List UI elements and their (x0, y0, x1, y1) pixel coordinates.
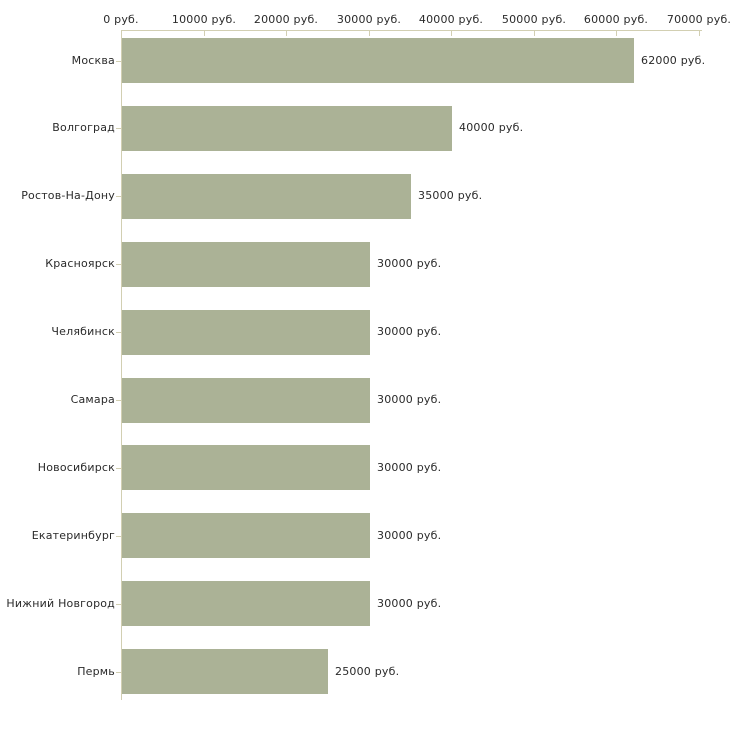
category-label: Нижний Новгород (6, 597, 115, 610)
y-axis-line (121, 30, 122, 700)
x-axis-tick (699, 31, 700, 36)
x-axis-tick-label: 0 руб. (103, 13, 139, 26)
y-axis-tick (116, 536, 121, 537)
x-axis-tick (286, 31, 287, 36)
bar (122, 445, 370, 490)
category-label: Челябинск (51, 325, 115, 338)
value-label: 30000 руб. (377, 529, 442, 542)
x-axis-tick (121, 31, 122, 36)
x-axis-tick-label: 30000 руб. (336, 13, 402, 26)
x-axis-tick (204, 31, 205, 36)
x-axis-tick (451, 31, 452, 36)
y-axis-tick (116, 61, 121, 62)
category-label: Красноярск (45, 257, 115, 270)
value-label: 62000 руб. (641, 54, 706, 67)
x-axis-line (121, 30, 702, 31)
category-label: Волгоград (52, 121, 115, 134)
bar (122, 38, 634, 83)
x-axis-tick-label: 20000 руб. (253, 13, 319, 26)
y-axis-tick (116, 128, 121, 129)
category-label: Екатеринбург (31, 529, 115, 542)
y-axis-tick (116, 604, 121, 605)
x-axis-tick-label: 50000 руб. (501, 13, 567, 26)
x-axis-tick-label: 70000 руб. (666, 13, 730, 26)
x-axis-tick-label: 60000 руб. (583, 13, 649, 26)
bar (122, 106, 452, 151)
bar (122, 310, 370, 355)
category-label: Пермь (77, 665, 115, 678)
value-label: 30000 руб. (377, 257, 442, 270)
bar (122, 513, 370, 558)
x-axis-tick (369, 31, 370, 36)
y-axis-tick (116, 332, 121, 333)
value-label: 30000 руб. (377, 393, 442, 406)
category-label: Новосибирск (37, 461, 115, 474)
x-axis-tick (534, 31, 535, 36)
y-axis-tick (116, 468, 121, 469)
x-axis-tick-label: 40000 руб. (418, 13, 484, 26)
y-axis-tick (116, 264, 121, 265)
value-label: 30000 руб. (377, 461, 442, 474)
y-axis-tick (116, 672, 121, 673)
value-label: 40000 руб. (459, 121, 524, 134)
value-label: 30000 руб. (377, 597, 442, 610)
x-axis-tick (616, 31, 617, 36)
category-label: Самара (70, 393, 115, 406)
bar (122, 174, 411, 219)
bar (122, 378, 370, 423)
bar (122, 581, 370, 626)
bar (122, 649, 328, 694)
bar (122, 242, 370, 287)
category-label: Москва (71, 54, 115, 67)
y-axis-tick (116, 400, 121, 401)
y-axis-tick (116, 196, 121, 197)
value-label: 30000 руб. (377, 325, 442, 338)
value-label: 35000 руб. (418, 189, 483, 202)
x-axis-tick-label: 10000 руб. (171, 13, 237, 26)
value-label: 25000 руб. (335, 665, 400, 678)
category-label: Ростов-На-Дону (21, 189, 115, 202)
